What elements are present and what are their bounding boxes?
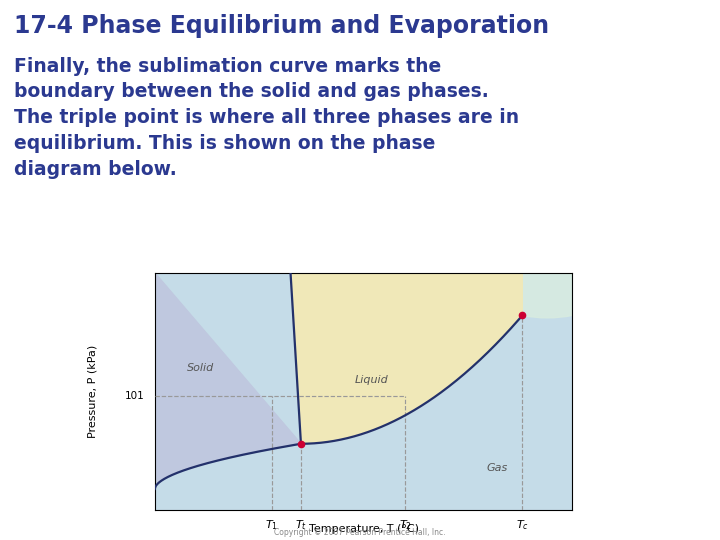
Polygon shape <box>155 273 572 510</box>
Text: $T_2$: $T_2$ <box>399 518 412 532</box>
Ellipse shape <box>480 251 614 318</box>
Polygon shape <box>155 273 301 489</box>
Text: $T_t$: $T_t$ <box>295 518 307 532</box>
Text: Gas: Gas <box>487 463 508 472</box>
Text: 101: 101 <box>125 392 145 401</box>
Text: $T_1$: $T_1$ <box>265 518 278 532</box>
Text: Liquid: Liquid <box>355 375 389 384</box>
Text: Finally, the sublimation curve marks the
boundary between the solid and gas phas: Finally, the sublimation curve marks the… <box>14 57 520 179</box>
Text: Copyright © 2007 Pearson Prentice Hall, Inc.: Copyright © 2007 Pearson Prentice Hall, … <box>274 528 446 537</box>
Polygon shape <box>290 273 522 444</box>
Text: Solid: Solid <box>187 363 215 373</box>
Text: $T_c$: $T_c$ <box>516 518 528 532</box>
Text: Pressure, P (kPa): Pressure, P (kPa) <box>87 345 97 438</box>
Text: 17-4 Phase Equilibrium and Evaporation: 17-4 Phase Equilibrium and Evaporation <box>14 14 549 37</box>
X-axis label: Temperature, T (°C): Temperature, T (°C) <box>309 524 418 534</box>
